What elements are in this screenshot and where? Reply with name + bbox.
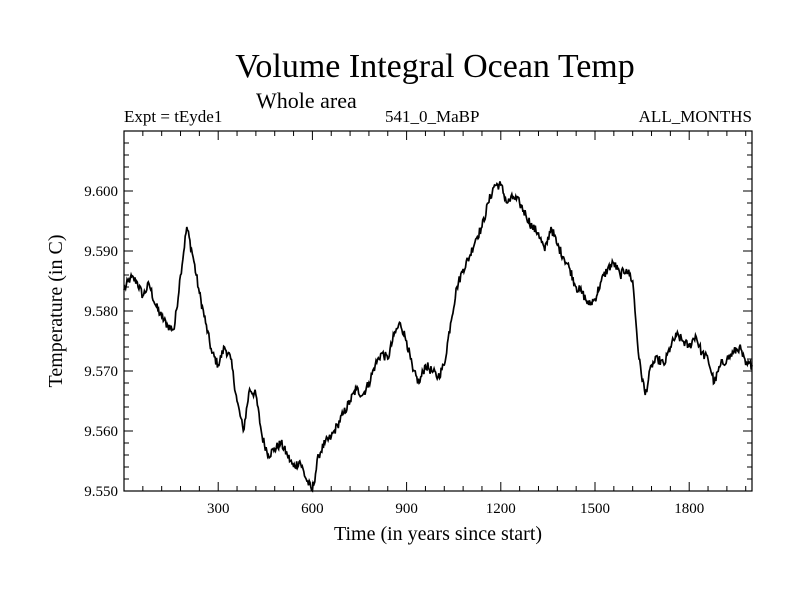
x-axis-title: Time (in years since start) — [334, 523, 542, 545]
x-tick-label: 1200 — [486, 501, 516, 517]
months-label: ALL_MONTHS — [638, 107, 752, 126]
x-tick-label: 900 — [395, 501, 418, 517]
y-tick-label: 9.590 — [84, 244, 118, 260]
chart-subtitle: Whole area — [256, 88, 357, 113]
y-tick-label: 9.580 — [84, 304, 118, 320]
experiment-label: Expt = tEyde1 — [124, 107, 223, 126]
x-tick-label: 600 — [301, 501, 324, 517]
plot-frame — [123, 130, 753, 492]
chart-title: Volume Integral Ocean Temp — [235, 48, 635, 85]
y-tick-label: 9.570 — [84, 364, 118, 380]
series-line-ocean-temp — [123, 181, 753, 493]
x-tick-label: 300 — [207, 501, 230, 517]
run-label: 541_0_MaBP — [385, 107, 480, 126]
y-tick-label: 9.550 — [84, 484, 118, 500]
x-tick-label: 1500 — [580, 501, 610, 517]
y-axis-title: Temperature (in C) — [45, 235, 67, 388]
y-tick-label: 9.560 — [84, 424, 118, 440]
x-tick-label: 1800 — [674, 501, 704, 517]
y-tick-label: 9.600 — [84, 184, 118, 200]
